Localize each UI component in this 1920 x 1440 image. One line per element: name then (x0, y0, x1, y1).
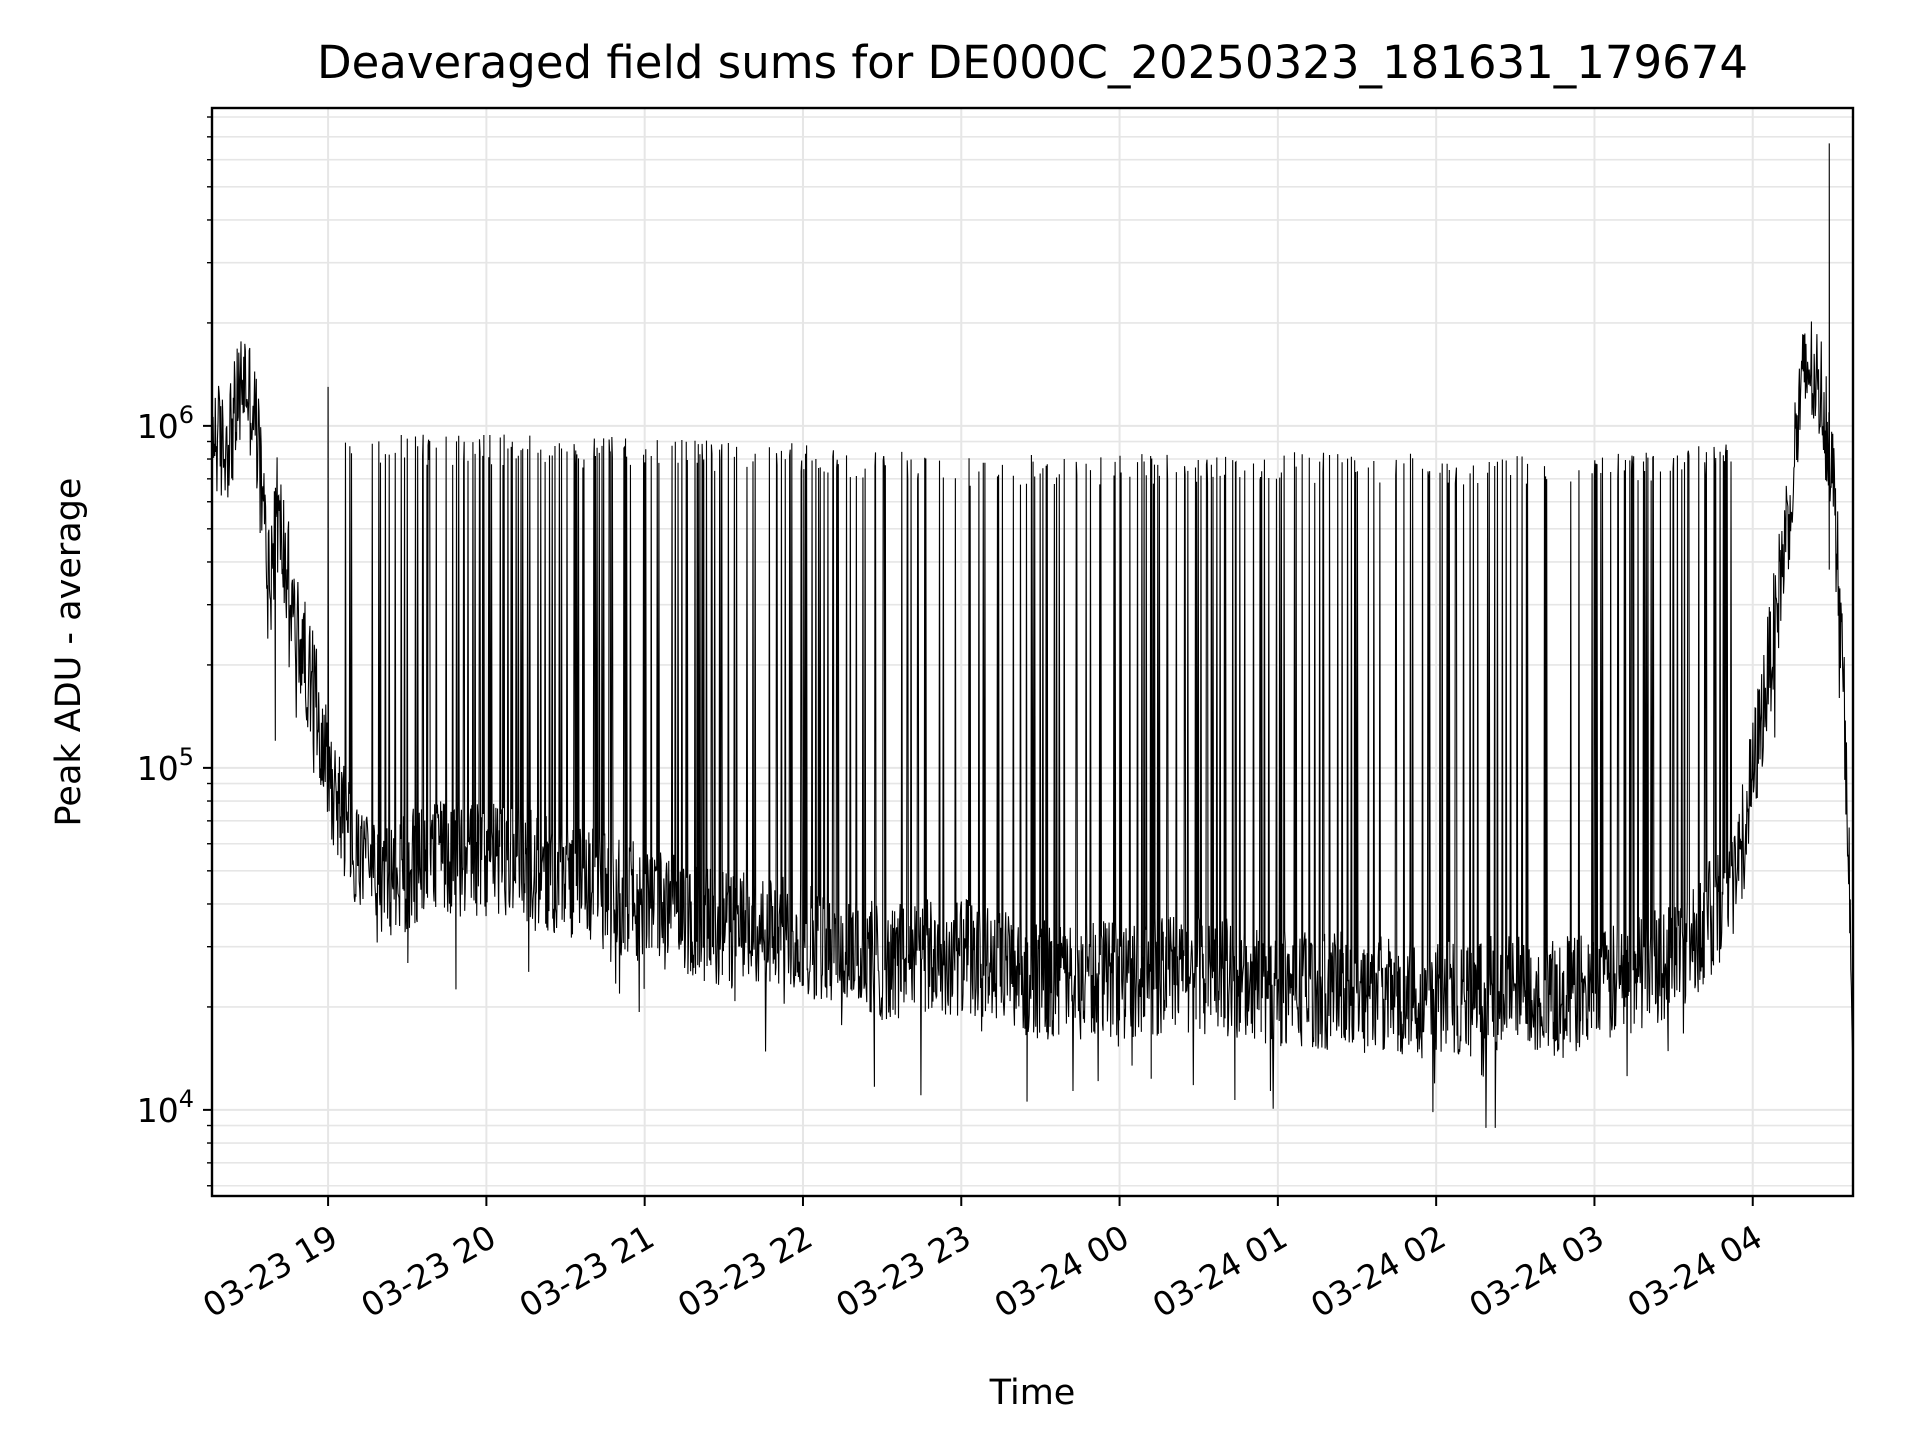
chart-title: Deaveraged field sums for DE000C_2025032… (317, 36, 1748, 89)
y-tick-label: 105 (137, 743, 194, 788)
series-line (211, 143, 1854, 1169)
y-tick-label: 106 (137, 401, 194, 446)
y-axis-label: Peak ADU - average (49, 478, 89, 827)
plot-frame (210, 106, 1855, 1198)
y-tick-label: 104 (137, 1085, 194, 1130)
x-axis-label: Time (989, 1373, 1076, 1413)
